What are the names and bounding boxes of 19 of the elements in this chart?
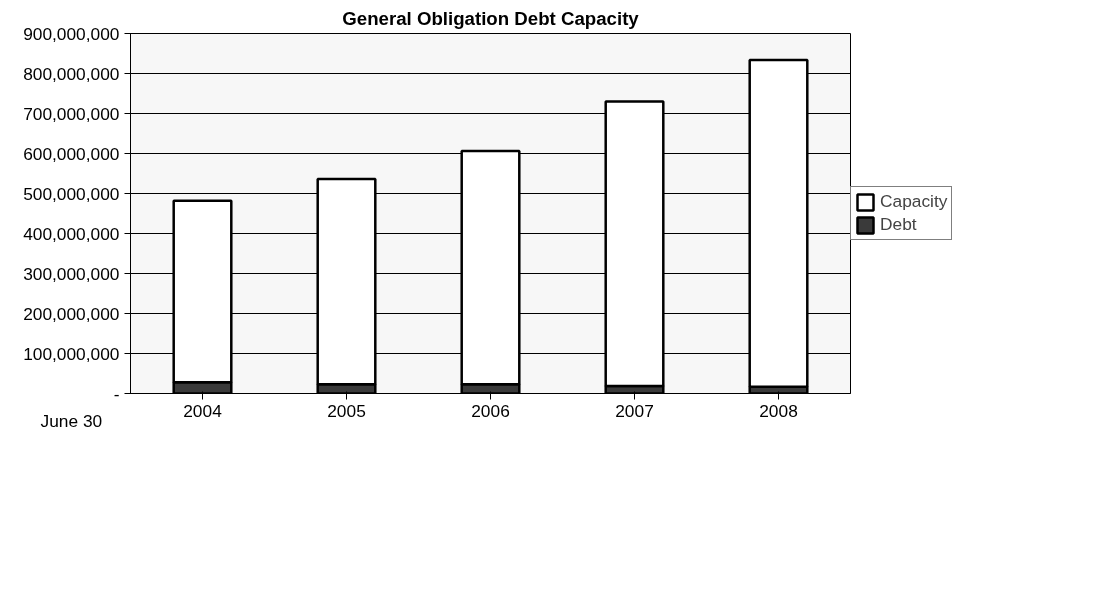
y-tick-label: 100,000,000: [23, 343, 120, 364]
x-tick-label: 2006: [471, 400, 510, 421]
x-axis-title: June 30: [40, 410, 103, 431]
x-tick-label: 2004: [183, 400, 223, 421]
y-tick-label: 500,000,000: [23, 183, 120, 204]
legend-label: Capacity: [880, 191, 948, 212]
y-tick-label: 400,000,000: [23, 223, 120, 244]
y-tick-label: 700,000,000: [23, 103, 120, 124]
y-tick-label: 200,000,000: [23, 303, 120, 324]
y-tick-label: 300,000,000: [23, 263, 120, 284]
y-tick-label: 900,000,000: [23, 23, 120, 44]
x-tick-label: 2008: [759, 400, 798, 421]
legend-label: Debt: [880, 214, 917, 235]
x-tick-label: 2007: [615, 400, 654, 421]
y-tick-label: 800,000,000: [23, 63, 120, 84]
y-tick-label: 600,000,000: [23, 143, 120, 164]
x-tick-label: 2005: [327, 400, 366, 421]
y-tick-label: -: [113, 383, 120, 404]
chart-title: General Obligation Debt Capacity: [342, 7, 640, 29]
